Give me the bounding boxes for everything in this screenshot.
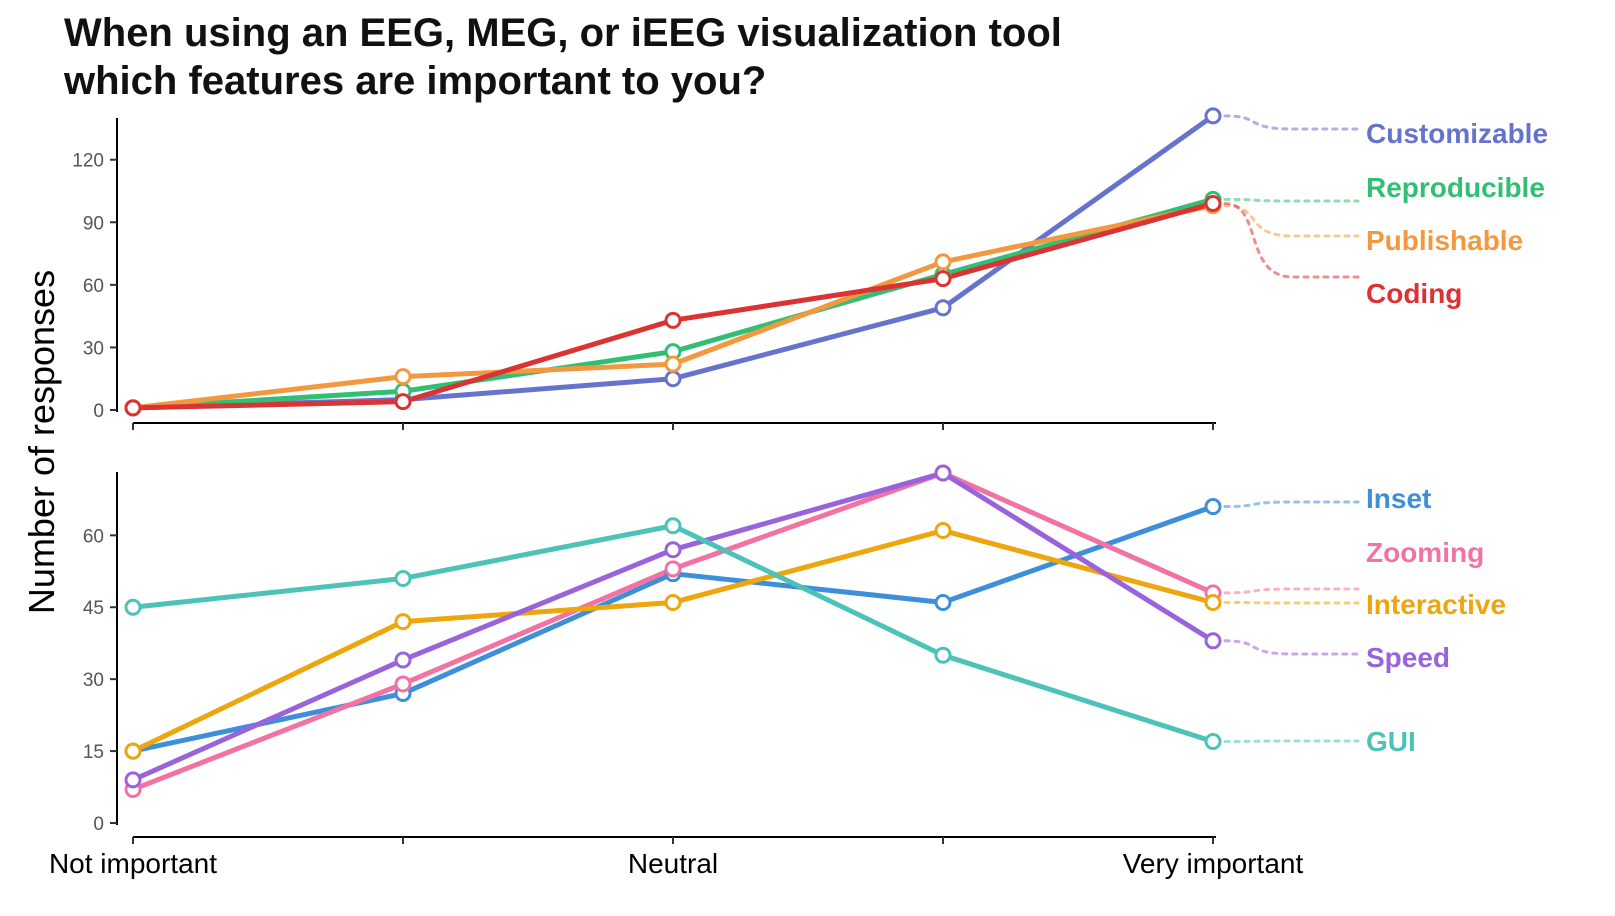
label-connector [1223,639,1360,656]
series-label: Inset [1366,483,1431,514]
data-point [124,771,142,789]
y-tick-label: 90 [83,213,104,234]
bottom-panel: 0 15 30 45 60 Not important Neutral Very import… [49,464,1506,879]
y-tick-label: 45 [83,598,104,619]
label-connector [1223,204,1360,238]
data-point [934,522,952,540]
y-tick-label: 30 [83,338,104,359]
series-label: Reproducible [1366,172,1545,203]
series-label: GUI [1366,726,1416,757]
label-connector [1223,587,1360,595]
series-label: Speed [1366,642,1450,673]
series-label: Customizable [1366,118,1548,149]
y-tick-label: 0 [93,401,104,422]
label-connector [1223,500,1360,509]
data-point [664,311,682,329]
y-tick-label: 15 [83,742,104,763]
data-point [394,393,412,411]
data-point [124,742,142,760]
data-point [934,646,952,664]
data-point [934,593,952,611]
data-point [394,675,412,693]
data-point [124,399,142,417]
data-point [934,253,952,271]
data-point [934,464,952,482]
chart-title-line-2: which features are important to you? [63,59,766,103]
data-point [1204,195,1222,213]
data-point [394,651,412,669]
label-connector [1223,114,1360,131]
data-point [394,569,412,587]
data-point [664,593,682,611]
y-axis-label: Number of responses [21,270,62,614]
label-connector [1223,197,1360,203]
data-point [934,270,952,288]
data-point [664,560,682,578]
series-label: Coding [1366,278,1462,309]
data-point [1204,498,1222,516]
y-tick-label: 0 [93,814,104,835]
data-point [664,370,682,388]
y-tick-label: 60 [83,276,104,297]
data-point [1204,593,1222,611]
data-point [124,598,142,616]
chart-title-line-1: When using an EEG, MEG, or iEEG visualiz… [64,11,1062,55]
data-point [664,517,682,535]
data-point [394,613,412,631]
y-tick-label: 60 [83,526,104,547]
label-connector [1223,600,1360,605]
data-point [664,355,682,373]
top-panel: 0 30 60 90 120 Customizable Reproducible Publis… [72,107,1548,430]
data-point [1204,732,1222,750]
x-tick-label: Neutral [628,848,718,879]
label-connector [1223,202,1360,279]
x-tick-label: Very important [1123,848,1304,879]
series-label: Interactive [1366,589,1506,620]
data-point [1204,107,1222,125]
y-tick-label: 30 [83,670,104,691]
x-tick-label: Not important [49,848,217,879]
series-label: Publishable [1366,225,1523,256]
data-point [1204,632,1222,650]
series-label: Zooming [1366,537,1484,568]
data-point [664,541,682,559]
data-point [394,368,412,386]
y-tick-label: 120 [72,151,104,172]
data-point [934,299,952,317]
